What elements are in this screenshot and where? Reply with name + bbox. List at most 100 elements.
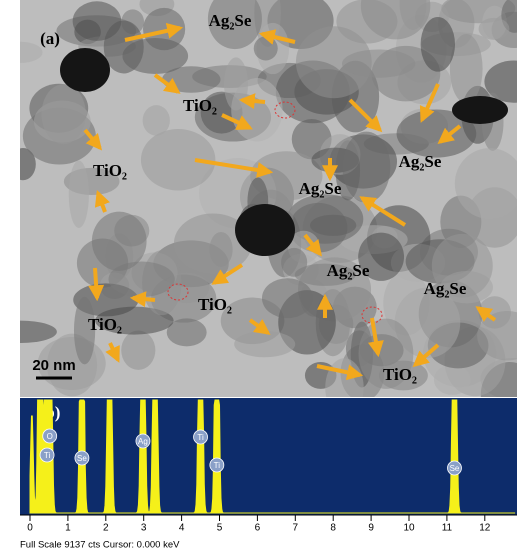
arrow <box>412 343 440 368</box>
arrow <box>105 342 120 363</box>
tick-label: 10 <box>403 523 415 534</box>
annotation: Ag₂Se <box>299 179 342 198</box>
arrow <box>94 189 110 213</box>
tick-label: 6 <box>255 523 261 534</box>
particle <box>72 1 122 41</box>
annotation: TiO₂ <box>198 295 232 314</box>
arrow <box>437 124 462 144</box>
arrows <box>83 22 497 381</box>
arrow <box>153 73 181 94</box>
arrow <box>419 83 440 123</box>
particle <box>166 318 207 347</box>
particle <box>73 296 96 365</box>
peak-marker <box>447 460 462 476</box>
annotation: Ag₂Se <box>209 11 252 30</box>
particle <box>399 0 427 30</box>
arrow <box>221 113 253 130</box>
annotation: TiO₂ <box>383 365 417 384</box>
marked-region <box>167 283 189 301</box>
peak-marker <box>42 428 58 444</box>
particle <box>207 0 262 50</box>
arrow <box>88 267 105 302</box>
tick-label: 11 <box>442 523 453 534</box>
footer: Full Scale 9137 cts Cursor: 0.000 keV <box>20 540 180 551</box>
arrow <box>303 233 322 257</box>
particle <box>396 109 477 158</box>
particle <box>20 41 43 63</box>
particle <box>281 247 308 277</box>
annotation: Ag₂Se <box>327 261 370 280</box>
particle <box>454 148 517 220</box>
particle <box>294 263 356 286</box>
tick-label: 2 <box>103 523 109 534</box>
particle <box>91 211 147 271</box>
annotation: TiO₂ <box>93 161 127 180</box>
peak-labels: O Ti Se Ag Ti Ti Se <box>39 428 462 476</box>
particle <box>140 129 216 191</box>
tick-label: 5 <box>217 523 223 534</box>
particle <box>484 60 517 103</box>
scale-bar-label: 20 nm <box>32 357 75 374</box>
arrow <box>359 196 407 227</box>
particle <box>20 148 36 181</box>
particle <box>224 57 249 111</box>
arrow <box>238 93 266 110</box>
particle <box>358 318 414 389</box>
peak-marker <box>193 429 208 445</box>
tick-label: 9 <box>368 523 374 534</box>
particle <box>420 16 456 72</box>
particle <box>122 38 189 75</box>
particle <box>253 36 278 61</box>
marked-region <box>361 306 383 324</box>
dark-particle <box>452 96 508 124</box>
tem-image <box>20 0 517 397</box>
tick-label: 1 <box>65 523 71 534</box>
peak-label: Ti <box>214 461 221 470</box>
annotations: Ag₂Se TiO₂ TiO₂ Ag₂Se Ag₂Se Ag₂Se Ag₂Se TiO₂ TiO… <box>88 11 467 384</box>
particle <box>358 232 405 281</box>
tick-label: 7 <box>293 523 299 534</box>
arrow <box>368 317 384 358</box>
tick-label: 8 <box>330 523 336 534</box>
arrow <box>316 364 364 381</box>
arrow <box>211 263 244 285</box>
particle <box>142 105 170 136</box>
peak-label: O <box>47 432 53 441</box>
particle <box>478 17 510 40</box>
arrow <box>475 306 497 322</box>
particle <box>234 331 296 358</box>
panel-label: (a) <box>40 29 60 48</box>
dark-particle <box>235 204 295 256</box>
peak-label: Ti <box>44 451 51 460</box>
peak-marker <box>135 433 151 449</box>
annotation: TiO₂ <box>88 315 122 334</box>
tick-label: 12 <box>479 523 491 534</box>
particle <box>108 261 175 297</box>
particle <box>121 330 156 370</box>
peak-marker <box>209 457 225 473</box>
dark-particle <box>60 48 110 92</box>
peak-label: Se <box>77 454 87 463</box>
arrow <box>83 128 103 151</box>
particle <box>68 160 89 228</box>
marked-region <box>274 101 296 119</box>
tick-label: 3 <box>141 523 147 534</box>
peak-label: Ti <box>197 433 204 442</box>
peak-marker <box>74 450 90 466</box>
arrow <box>194 158 274 178</box>
eds-spectrum <box>29 399 516 514</box>
annotation: Ag₂Se <box>399 152 442 171</box>
peak-label: Se <box>450 464 460 473</box>
particle <box>41 84 86 145</box>
arrow <box>248 318 271 335</box>
particle <box>295 26 372 99</box>
arrow <box>124 22 184 42</box>
particle <box>341 49 416 78</box>
tick-label: 0 <box>27 523 33 534</box>
annotation: Ag₂Se <box>424 279 467 298</box>
arrow <box>348 98 383 133</box>
arrow <box>258 29 296 45</box>
particle <box>449 34 483 104</box>
particle <box>342 131 391 203</box>
